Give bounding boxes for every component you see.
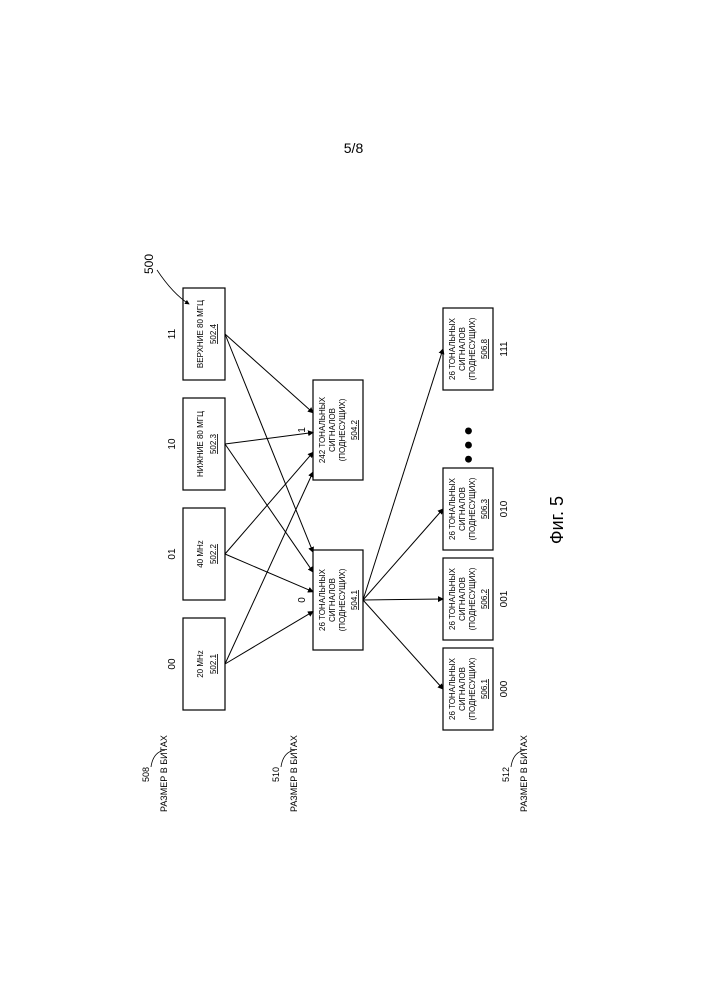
node-label: СИГНАЛОВ — [328, 578, 337, 622]
bit-label: 00 — [167, 658, 178, 670]
edge — [225, 472, 313, 664]
node-label: СИГНАЛОВ — [458, 667, 467, 711]
edge — [225, 334, 313, 413]
bit-label: 111 — [499, 341, 510, 357]
node-label: 26 ТОНАЛЬНЫХ — [318, 568, 327, 631]
node-label: СИГНАЛОВ — [458, 487, 467, 531]
node-label: (ПОДНЕСУЩИХ) — [468, 477, 477, 540]
bit-label: 010 — [499, 500, 510, 517]
node-label: 26 ТОНАЛЬНЫХ — [448, 567, 457, 630]
node-label: (ПОДНЕСУЩИХ) — [468, 657, 477, 720]
node-label: (ПОДНЕСУЩИХ) — [338, 398, 347, 461]
row-label: РАЗМЕР В БИТАХ — [159, 735, 169, 812]
node-label: СИГНАЛОВ — [328, 408, 337, 452]
node-ref: 506.1 — [480, 678, 489, 699]
node-label: СИГНАЛОВ — [458, 577, 467, 621]
bit-label: 10 — [167, 438, 178, 450]
row-ref: 508 — [141, 767, 151, 782]
row-ref: 510 — [271, 767, 281, 782]
row-label: РАЗМЕР В БИТАХ — [289, 735, 299, 812]
node-label: 26 ТОНАЛЬНЫХ — [448, 477, 457, 540]
bit-label: 01 — [167, 548, 178, 560]
ellipsis: ● ● ● — [460, 426, 477, 464]
bit-label: 1 — [297, 427, 308, 433]
edge — [225, 452, 313, 554]
node-label: (ПОДНЕСУЩИХ) — [468, 567, 477, 630]
node-label: (ПОДНЕСУЩИХ) — [338, 568, 347, 631]
row-ref: 512 — [501, 767, 511, 782]
node-ref: 502.3 — [209, 433, 218, 454]
bit-label: 001 — [499, 590, 510, 607]
page: 5/8 20 MHz502.10040 MHz502.201НИЖНИЕ 80 … — [0, 0, 707, 1000]
edge — [363, 600, 443, 689]
bit-label: 0 — [297, 597, 308, 603]
diagram-svg: 20 MHz502.10040 MHz502.201НИЖНИЕ 80 МГЦ5… — [123, 200, 583, 840]
bit-label: 11 — [167, 328, 178, 339]
node-ref: 506.2 — [480, 588, 489, 609]
node-label: (ПОДНЕСУЩИХ) — [468, 317, 477, 380]
node-label: 242 ТОНАЛЬНЫХ — [318, 396, 327, 463]
node-label: 26 ТОНАЛЬНЫХ — [448, 657, 457, 720]
node-ref: 502.4 — [209, 323, 218, 344]
diagram-container: 20 MHz502.10040 MHz502.201НИЖНИЕ 80 МГЦ5… — [123, 200, 583, 840]
bit-label: 000 — [499, 680, 510, 697]
diagram-ref: 500 — [142, 254, 156, 274]
figure-caption: Фиг. 5 — [547, 496, 567, 544]
node-ref: 502.2 — [209, 543, 218, 564]
row-label: РАЗМЕР В БИТАХ — [519, 735, 529, 812]
page-number: 5/8 — [0, 140, 707, 156]
edge — [225, 612, 313, 664]
edge — [363, 349, 443, 600]
edge — [363, 599, 443, 600]
edge — [363, 509, 443, 600]
node-label: СИГНАЛОВ — [458, 327, 467, 371]
node-ref: 502.1 — [209, 653, 218, 674]
node-ref: 506.8 — [480, 338, 489, 359]
node-label: ВЕРХНИЕ 80 МГЦ — [196, 300, 205, 368]
node-label: НИЖНИЕ 80 МГЦ — [196, 411, 205, 477]
edge — [225, 334, 313, 552]
node-ref: 504.2 — [350, 419, 359, 440]
edge — [225, 554, 313, 592]
edge — [225, 444, 313, 572]
node-ref: 504.1 — [350, 589, 359, 610]
node-label: 20 MHz — [196, 650, 205, 678]
node-label: 26 ТОНАЛЬНЫХ — [448, 317, 457, 380]
node-label: 40 MHz — [196, 540, 205, 568]
node-ref: 506.3 — [480, 498, 489, 519]
